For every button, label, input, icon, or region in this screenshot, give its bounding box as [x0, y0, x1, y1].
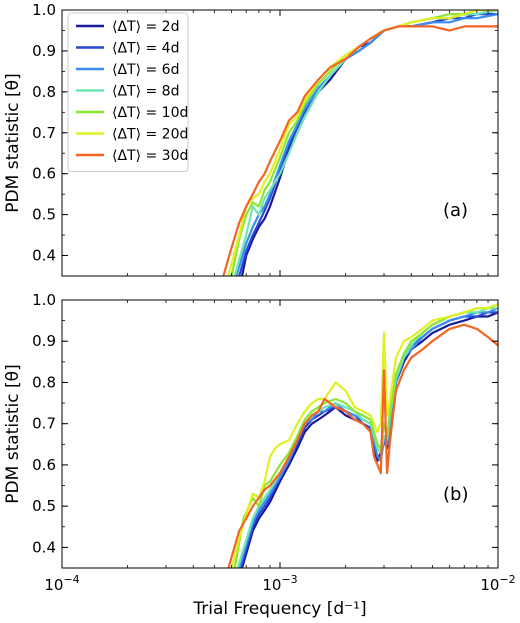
y-tick-label: 0.7 [32, 124, 56, 142]
y-tick-label: 0.5 [32, 206, 56, 224]
series-line-1 [241, 10, 498, 276]
panel-label: (a) [443, 200, 468, 221]
series-line-2 [239, 311, 498, 568]
panel-b: 0.4 0.5 0.6 0.7 0.8 0.9 1.0 10−4 10−3 10−2 PDM sta… [3, 291, 516, 619]
x-tick-label: 10−3 [262, 573, 297, 594]
panel-a: 0.4 0.5 0.6 0.7 0.8 0.9 1.0 PDM statistic [θ] (a… [3, 1, 499, 277]
y-tick-label: 0.9 [32, 42, 56, 60]
series-line-7 [227, 323, 498, 568]
legend: ⟨ΔT⟩ = 2d ⟨ΔT⟩ = 4d ⟨ΔT⟩ = 6d ⟨ΔT⟩ = 8d ⟨ΔT⟩… [67, 12, 189, 172]
legend-entry: ⟨ΔT⟩ = 8d [112, 84, 179, 100]
legend-entry: ⟨ΔT⟩ = 6d [112, 62, 179, 78]
y-tick-label: 0.4 [32, 247, 56, 265]
y-tick-label: 0.6 [32, 165, 56, 183]
y-tick-label: 0.8 [32, 83, 56, 101]
x-tick-label: 10−2 [480, 573, 515, 594]
series-line-7 [222, 25, 498, 276]
y-tick-label: 1.0 [32, 1, 56, 19]
x-tick-label: 10−4 [44, 573, 79, 594]
series-line-3 [235, 13, 498, 276]
legend-entry: ⟨ΔT⟩ = 30d [112, 148, 188, 164]
x-axis-label: Trial Frequency [d⁻¹] [192, 599, 366, 619]
y-axis-label: PDM statistic [θ] [3, 73, 23, 212]
y-tick-label: 0.6 [32, 456, 56, 474]
series-line-5 [230, 10, 498, 276]
series-line-4 [233, 10, 498, 276]
series-line-6 [227, 10, 498, 276]
legend-entry: ⟨ΔT⟩ = 2d [112, 19, 179, 35]
series-group [222, 10, 498, 276]
panel-label: (b) [443, 484, 468, 505]
legend-entry: ⟨ΔT⟩ = 4d [112, 41, 179, 57]
y-tick-label: 0.7 [32, 415, 56, 433]
y-tick-label: 0.5 [32, 497, 56, 515]
legend-box [67, 12, 189, 172]
series-line-5 [233, 303, 498, 568]
series-line-1 [241, 311, 498, 568]
series-line-6 [230, 303, 498, 568]
series-line-4 [236, 307, 498, 568]
series-line-3 [238, 307, 498, 568]
series-group [227, 303, 498, 568]
y-tick-label: 0.8 [32, 373, 56, 391]
y-tick-label: 0.9 [32, 332, 56, 350]
y-tick-label: 1.0 [32, 291, 56, 309]
y-tick-label: 0.4 [32, 538, 56, 556]
y-axis-label: PDM statistic [θ] [3, 364, 23, 503]
legend-entry: ⟨ΔT⟩ = 10d [112, 105, 188, 121]
legend-entry: ⟨ΔT⟩ = 20d [112, 127, 188, 143]
